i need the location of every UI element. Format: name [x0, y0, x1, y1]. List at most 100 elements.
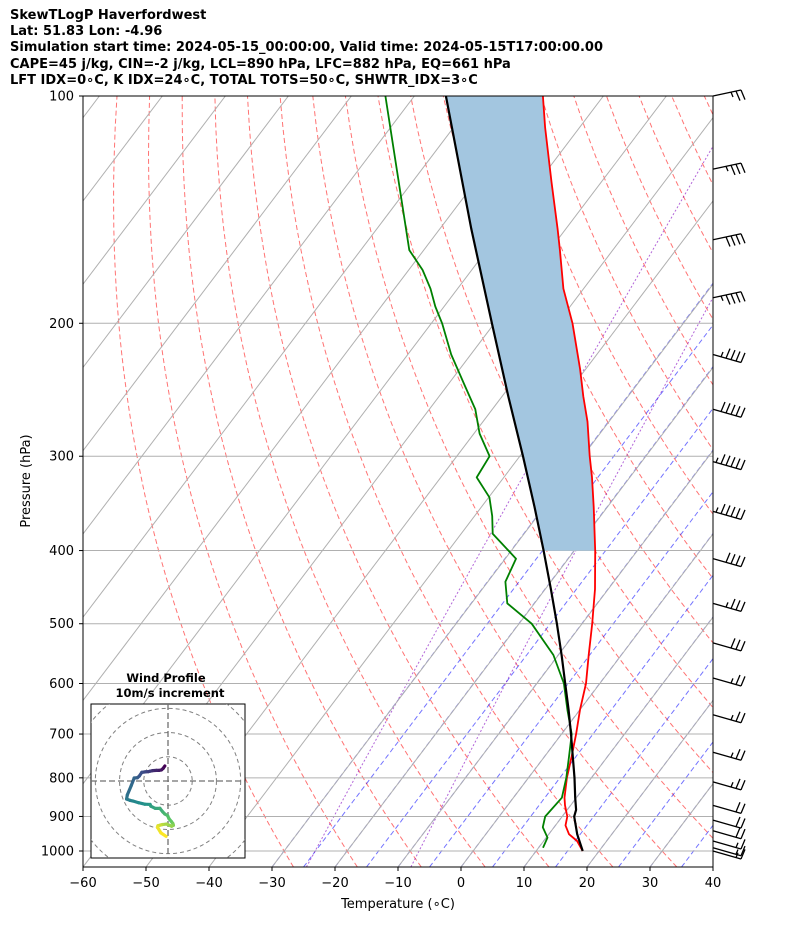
dry-adiabat [508, 96, 713, 515]
barb-flag [725, 348, 731, 359]
x-tick-label: 0 [457, 876, 465, 891]
wind-barb [712, 598, 746, 613]
barb-flag [730, 235, 736, 246]
wind-barb [712, 348, 746, 364]
barb-flag [740, 845, 746, 856]
barb-flag [735, 234, 741, 245]
dry-adiabat [113, 96, 294, 867]
barb-flag [730, 293, 736, 304]
x-tick-label: 40 [705, 876, 722, 891]
barb-flag [730, 553, 736, 565]
wind-barb [712, 89, 746, 101]
chart-header: SkewTLogP Haverfordwest Lat: 51.83 Lon: … [10, 8, 603, 89]
isotherm [334, 366, 713, 867]
moist-adiabat [712, 866, 713, 867]
barb-flag [725, 455, 731, 466]
barb-flag [735, 674, 741, 685]
dry-adiabat [312, 96, 678, 867]
barb-half [730, 752, 734, 758]
time-line: Simulation start time: 2024-05-15_00:00:… [10, 40, 603, 56]
x-tick-label: −60 [69, 876, 96, 891]
barb-flag [735, 458, 741, 469]
y-tick-label: 800 [49, 771, 74, 786]
cape-area [445, 96, 596, 551]
barb-flag [735, 639, 741, 650]
isotherm [460, 533, 713, 867]
parcel-line [444, 96, 584, 852]
wind-barb [712, 849, 746, 860]
barb-flag [730, 404, 736, 415]
temperature-line [542, 96, 597, 852]
barb-flag [740, 849, 746, 860]
isotherm [83, 96, 415, 535]
dry-adiabat [737, 96, 794, 867]
y-tick-label: 900 [49, 810, 74, 825]
barb-flag [740, 352, 746, 363]
isotherm [523, 616, 713, 867]
wind-barb [712, 778, 746, 791]
barb-flag [740, 640, 746, 652]
location-line: Lat: 51.83 Lon: -4.96 [10, 24, 163, 40]
y-tick-label: 400 [49, 544, 74, 559]
moist-adiabat [303, 324, 713, 867]
barb-flag [740, 233, 746, 244]
barb-half [725, 602, 729, 608]
y-tick-label: 700 [49, 728, 74, 743]
barb-flag [730, 598, 736, 609]
isotherm [586, 699, 713, 867]
barb-flag [740, 828, 746, 839]
wind-barb [712, 802, 746, 814]
barb-flag [720, 454, 726, 465]
barb-flag [730, 506, 736, 517]
barb-flag [740, 407, 746, 418]
barb-flag [735, 90, 741, 101]
wind-barb [712, 638, 746, 652]
barb-half [720, 295, 724, 302]
hodograph: Wind Profile 10m/s increment [90, 671, 246, 859]
barb-half [730, 91, 734, 98]
barb-half [735, 852, 739, 858]
barb-flag [725, 403, 731, 414]
barb-flag [735, 802, 741, 813]
x-tick-label: −40 [195, 876, 222, 891]
moist-adiabat [492, 574, 713, 867]
isotherm [397, 449, 713, 867]
barb-flag [740, 839, 746, 850]
y-tick-label: 300 [49, 450, 74, 465]
barb-flag [735, 600, 741, 611]
wind-barb [712, 552, 746, 568]
y-tick-label: 500 [49, 617, 74, 632]
barb-flag [740, 818, 746, 829]
barb-flag [735, 827, 741, 838]
isotherm [712, 866, 713, 867]
wind-barb [712, 748, 746, 761]
wind-barbs [712, 89, 746, 860]
wind-barb [712, 454, 746, 471]
y-axis-label: Pressure (hPa) [19, 434, 34, 527]
dry-adiabat [770, 96, 794, 867]
barb-flag [725, 236, 731, 247]
moist-adiabat [555, 657, 713, 867]
barb-flag [740, 89, 746, 100]
x-tick-label: 10 [516, 876, 533, 891]
barb-flag [740, 780, 746, 791]
barb-flag [740, 556, 746, 567]
isotherm [208, 200, 713, 867]
wind-barb [712, 233, 746, 247]
x-axis-label: Temperature (∘C) [340, 897, 455, 912]
barb-half [735, 849, 739, 855]
barb-flag [735, 508, 741, 519]
barb-flag [730, 165, 736, 176]
barb-flag [720, 503, 726, 514]
barb-flag [735, 816, 741, 827]
mixing-ratio-line [305, 145, 713, 867]
wind-barb [712, 711, 746, 724]
moist-adiabat [618, 741, 713, 867]
isotherm [83, 96, 352, 452]
hodograph-segment [125, 783, 133, 797]
cape-shading [445, 96, 596, 551]
isotherm [83, 96, 289, 369]
indices-line: LFT IDX=0∘C, K IDX=24∘C, TOTAL TOTS=50∘C… [10, 72, 478, 88]
barb-flag [735, 406, 741, 417]
y-axis-ticks: 1000 900 800 700 600 500 400 300 200 100 [41, 90, 83, 860]
